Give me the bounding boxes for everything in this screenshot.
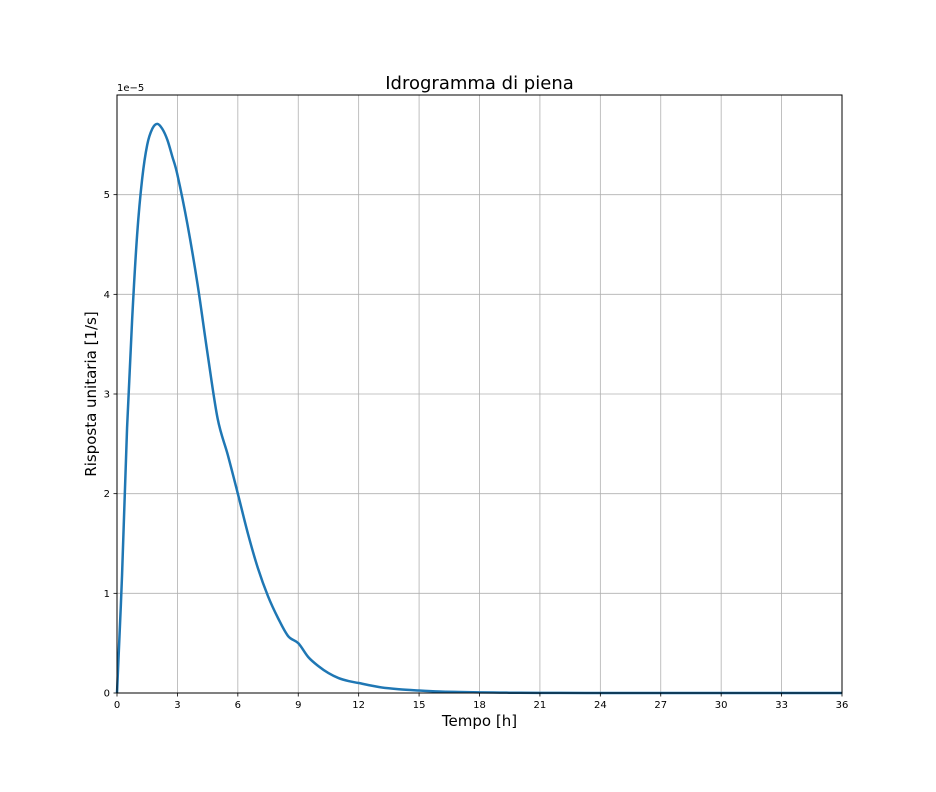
y-tick-label: 5 [104,190,110,201]
x-tick-label: 30 [715,700,728,711]
y-axis-label: Risposta unitaria [1/s] [82,311,100,476]
x-tick-label: 27 [654,700,667,711]
x-tick-label: 21 [534,700,547,711]
x-tick-label: 9 [295,700,301,711]
x-axis-label: Tempo [h] [441,712,517,730]
y-tick-label: 0 [104,689,110,700]
x-tick-label: 3 [174,700,180,711]
chart-title: Idrogramma di piena [385,73,574,94]
grid [116,95,843,694]
y-tick-label: 4 [104,290,110,301]
y-axis-ticks: 0 1 2 3 4 5 [104,190,117,700]
y-axis-offset-label: 1e−5 [117,83,144,94]
y-tick-label: 3 [104,390,110,401]
y-tick-label: 1 [104,589,110,600]
x-tick-label: 36 [836,700,849,711]
x-tick-label: 18 [473,700,486,711]
x-tick-label: 33 [775,700,788,711]
x-tick-label: 0 [114,700,120,711]
x-tick-label: 15 [413,700,426,711]
y-tick-label: 2 [104,489,110,500]
x-tick-label: 6 [235,700,241,711]
x-tick-label: 24 [594,700,607,711]
x-axis-ticks: 0 3 6 9 12 15 18 21 24 27 30 33 36 [114,693,849,711]
x-tick-label: 12 [352,700,365,711]
